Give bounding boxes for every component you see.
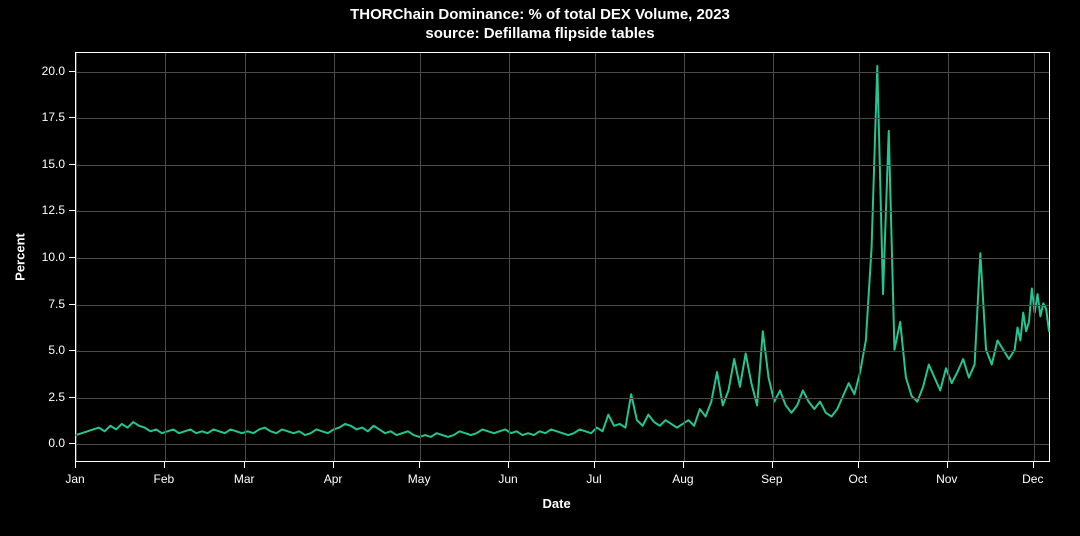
x-tick bbox=[244, 462, 245, 468]
series-line bbox=[76, 66, 1049, 437]
gridline-h bbox=[76, 398, 1049, 399]
x-tick-label: Jun bbox=[498, 472, 517, 486]
gridline-v bbox=[859, 53, 860, 461]
y-tick-label: 2.5 bbox=[31, 390, 65, 404]
y-tick bbox=[69, 117, 75, 118]
gridline-h bbox=[76, 118, 1049, 119]
x-tick bbox=[164, 462, 165, 468]
y-tick bbox=[69, 443, 75, 444]
y-tick bbox=[69, 210, 75, 211]
gridline-v bbox=[76, 53, 77, 461]
y-tick-label: 15.0 bbox=[31, 157, 65, 171]
gridline-v bbox=[684, 53, 685, 461]
gridline-v bbox=[509, 53, 510, 461]
chart-title-line2: source: Defillama flipside tables bbox=[0, 25, 1080, 44]
y-tick bbox=[69, 164, 75, 165]
chart-container: THORChain Dominance: % of total DEX Volu… bbox=[0, 0, 1080, 536]
x-tick-label: May bbox=[408, 472, 431, 486]
x-tick-label: Feb bbox=[154, 472, 175, 486]
x-tick-label: Jul bbox=[586, 472, 601, 486]
y-tick-label: 5.0 bbox=[31, 343, 65, 357]
y-tick-label: 10.0 bbox=[31, 250, 65, 264]
gridline-h bbox=[76, 351, 1049, 352]
x-tick-label: Aug bbox=[672, 472, 693, 486]
gridline-h bbox=[76, 444, 1049, 445]
x-axis-title: Date bbox=[543, 496, 571, 511]
y-tick bbox=[69, 350, 75, 351]
x-tick bbox=[947, 462, 948, 468]
gridline-h bbox=[76, 258, 1049, 259]
gridline-v bbox=[773, 53, 774, 461]
gridline-v bbox=[165, 53, 166, 461]
x-tick-label: Oct bbox=[849, 472, 868, 486]
gridline-v bbox=[1034, 53, 1035, 461]
gridline-v bbox=[245, 53, 246, 461]
x-tick-label: Sep bbox=[761, 472, 782, 486]
y-tick-label: 17.5 bbox=[31, 110, 65, 124]
y-tick bbox=[69, 304, 75, 305]
x-tick-label: Mar bbox=[234, 472, 255, 486]
y-tick-label: 0.0 bbox=[31, 436, 65, 450]
y-tick bbox=[69, 397, 75, 398]
y-tick-label: 20.0 bbox=[31, 64, 65, 78]
plot-area bbox=[75, 52, 1050, 462]
chart-title-line1: THORChain Dominance: % of total DEX Volu… bbox=[0, 6, 1080, 25]
x-tick-label: Nov bbox=[936, 472, 957, 486]
y-tick-label: 12.5 bbox=[31, 203, 65, 217]
y-tick bbox=[69, 71, 75, 72]
x-tick-label: Apr bbox=[324, 472, 343, 486]
x-tick bbox=[683, 462, 684, 468]
y-axis-title: Percent bbox=[13, 233, 28, 281]
x-tick bbox=[508, 462, 509, 468]
x-tick bbox=[419, 462, 420, 468]
chart-title-block: THORChain Dominance: % of total DEX Volu… bbox=[0, 6, 1080, 44]
x-tick bbox=[772, 462, 773, 468]
gridline-h bbox=[76, 305, 1049, 306]
gridline-v bbox=[420, 53, 421, 461]
x-tick bbox=[1033, 462, 1034, 468]
gridline-v bbox=[334, 53, 335, 461]
x-tick bbox=[594, 462, 595, 468]
x-tick-label: Dec bbox=[1022, 472, 1043, 486]
x-tick-label: Jan bbox=[65, 472, 84, 486]
x-tick bbox=[858, 462, 859, 468]
gridline-v bbox=[948, 53, 949, 461]
x-tick bbox=[75, 462, 76, 468]
y-tick-label: 7.5 bbox=[31, 297, 65, 311]
gridline-h bbox=[76, 165, 1049, 166]
x-tick bbox=[333, 462, 334, 468]
y-tick bbox=[69, 257, 75, 258]
gridline-v bbox=[595, 53, 596, 461]
gridline-h bbox=[76, 72, 1049, 73]
gridline-h bbox=[76, 211, 1049, 212]
line-series bbox=[76, 53, 1049, 461]
